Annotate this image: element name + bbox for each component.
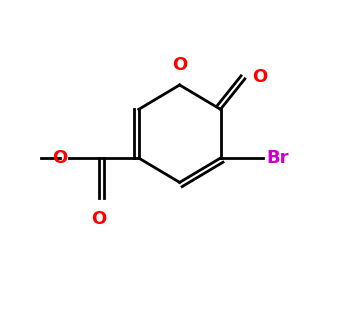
Text: Br: Br [266, 149, 289, 167]
Text: O: O [252, 69, 268, 86]
Text: O: O [172, 56, 187, 74]
Text: O: O [92, 210, 107, 228]
Text: O: O [52, 149, 67, 167]
